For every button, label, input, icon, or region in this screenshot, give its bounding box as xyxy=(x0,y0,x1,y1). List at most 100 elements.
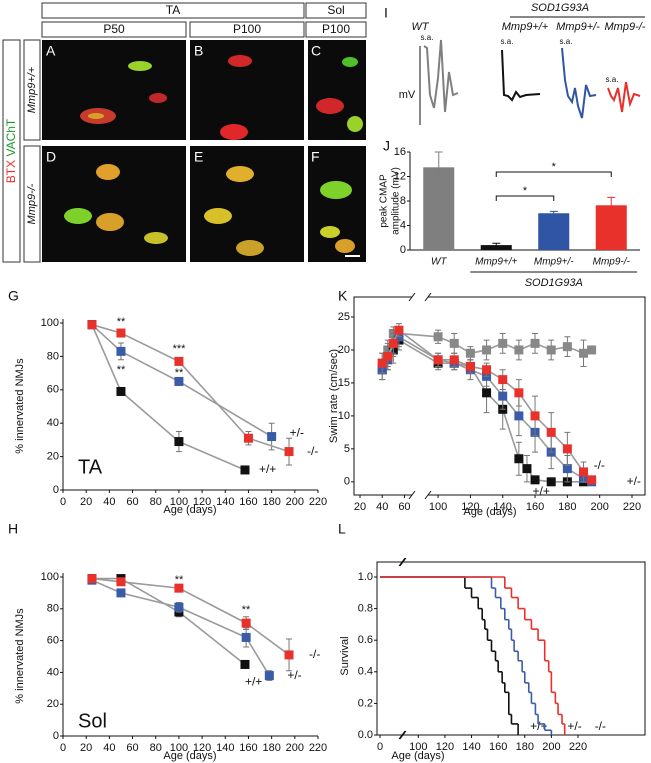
series-label: +/- xyxy=(627,474,641,488)
cmap-trace xyxy=(423,39,459,113)
significance-bracket xyxy=(495,195,555,201)
x-tick-label: 200 xyxy=(591,501,609,513)
annotation: ** xyxy=(175,367,184,379)
y-tick-label: 4 xyxy=(400,219,406,231)
marker xyxy=(562,464,572,474)
unit-label: mV xyxy=(399,89,416,101)
header-box xyxy=(305,21,367,38)
nmj-stain xyxy=(342,57,358,67)
x-tick-label: 120 xyxy=(193,496,211,508)
y-tick-label: 0.8 xyxy=(358,603,373,615)
x-tick-label: 80 xyxy=(150,496,162,508)
marker xyxy=(394,325,404,335)
marker xyxy=(546,345,556,355)
y-tick-label: 8 xyxy=(400,195,406,207)
marker xyxy=(87,320,97,330)
marker xyxy=(433,332,443,342)
y-tick-label: 0.0 xyxy=(358,729,373,741)
x-tick-label: 20 xyxy=(80,496,92,508)
y-tick-label: 0.2 xyxy=(358,697,373,709)
x-tick-label: 180 xyxy=(262,496,280,508)
marker xyxy=(240,659,250,669)
marker xyxy=(449,338,459,348)
y-axis-label: Survival xyxy=(339,636,351,675)
x-tick-label: 160 xyxy=(239,742,257,754)
series-line xyxy=(91,324,273,438)
marker xyxy=(241,618,251,628)
y-tick-label: 0.4 xyxy=(358,666,373,678)
series-line xyxy=(381,338,584,483)
marker xyxy=(530,475,540,485)
plot-frame xyxy=(376,561,646,736)
x-tick-label: 140 xyxy=(216,742,234,754)
y-tick-label: 80 xyxy=(47,603,59,615)
y-tick-label: 20 xyxy=(47,698,59,710)
nmj-stain xyxy=(320,181,352,199)
stain-name: BTX xyxy=(4,160,18,183)
micrograph xyxy=(42,146,186,262)
axis-break-gap xyxy=(412,294,428,300)
stim-artifact: s.a. xyxy=(501,37,514,46)
marker xyxy=(546,427,556,437)
x-tick-label: 40 xyxy=(376,501,388,513)
annotation: ** xyxy=(175,574,184,586)
panel-letter: L xyxy=(338,521,346,537)
annotation: ** xyxy=(117,316,126,328)
panel-letter: B xyxy=(194,43,203,59)
stim-artifact: s.a. xyxy=(606,75,619,84)
nmj-stain xyxy=(144,232,168,244)
marker xyxy=(562,444,572,454)
timepoint-label: P100 xyxy=(233,22,261,36)
marker xyxy=(579,467,589,477)
nmj-stain xyxy=(128,61,152,71)
series-label: +/- xyxy=(290,426,304,440)
series-line xyxy=(91,324,246,471)
genotype-label: Mmp9+/+ xyxy=(26,66,38,113)
x-tick-label: 180 xyxy=(558,501,576,513)
y-axis-label: amplitude (mV) xyxy=(391,167,402,235)
error-bar xyxy=(492,242,501,247)
y-tick-label: 60 xyxy=(47,635,59,647)
y-tick-label: 80 xyxy=(47,350,59,362)
y-axis-label: % innervated NMJs xyxy=(14,358,26,454)
x-tick-label: Mmp9-/- xyxy=(593,257,631,268)
marker xyxy=(514,454,524,464)
marker xyxy=(264,671,274,681)
marker xyxy=(87,574,97,584)
y-tick-label: 0 xyxy=(53,730,59,742)
x-tick-label: 200 xyxy=(542,741,560,753)
x-tick-label: 20 xyxy=(354,501,366,513)
panel-label: TA xyxy=(78,456,103,478)
nmj-stain xyxy=(320,226,340,238)
plot-frame xyxy=(353,296,646,496)
x-axis-label: Age (days) xyxy=(463,506,516,518)
annotation: * xyxy=(523,185,528,197)
group-label: SOD1G93A xyxy=(531,2,589,14)
series-label: -/- xyxy=(307,444,318,458)
cmap-trace xyxy=(607,81,641,113)
marker xyxy=(116,577,126,587)
x-tick-label: 180 xyxy=(262,742,280,754)
marker xyxy=(546,477,556,487)
marker xyxy=(465,361,475,371)
micrograph xyxy=(42,40,186,140)
panel-label: Sol xyxy=(78,710,107,732)
marker xyxy=(482,345,492,355)
x-tick-label: 20 xyxy=(80,742,92,754)
x-tick-label: 160 xyxy=(526,501,544,513)
genotype-label: Mmp9-/- xyxy=(26,183,38,224)
series-label: +/- xyxy=(567,719,581,733)
marker xyxy=(116,588,126,598)
marker xyxy=(482,365,492,375)
header-box xyxy=(41,21,187,38)
marker xyxy=(482,388,492,398)
header-box xyxy=(189,21,305,38)
micrographs xyxy=(42,40,366,262)
x-tick-label: 200 xyxy=(286,496,304,508)
nmj-stain xyxy=(96,164,120,180)
panel-letter: H xyxy=(8,521,18,537)
x-tick-label: 160 xyxy=(489,741,507,753)
x-tick-label: 200 xyxy=(286,742,304,754)
nmj-stain xyxy=(96,213,124,231)
